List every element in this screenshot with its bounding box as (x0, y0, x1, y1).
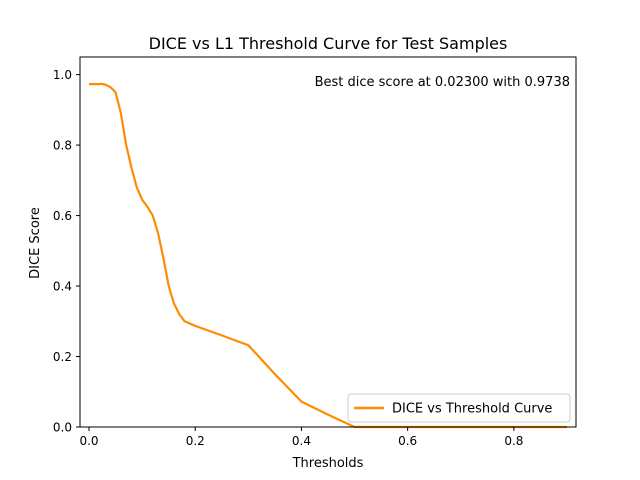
x-tick-label: 0.6 (398, 434, 417, 448)
chart-title: DICE vs L1 Threshold Curve for Test Samp… (149, 34, 508, 53)
y-tick-label: 0.0 (53, 421, 72, 435)
legend: DICE vs Threshold Curve (347, 393, 571, 423)
y-tick-label: 0.2 (53, 350, 72, 364)
y-tick-label: 0.4 (53, 280, 72, 294)
y-tick-label: 0.8 (53, 139, 72, 153)
best-score-annotation: Best dice score at 0.02300 with 0.9738 (315, 75, 570, 90)
y-axis-label: DICE Score (28, 207, 43, 279)
ticks-group: 0.0 0.2 0.4 0.6 0.8 0.0 0.2 0.4 0.6 0.8 1.0 (53, 68, 524, 448)
legend-box (347, 393, 571, 423)
legend-label: DICE vs Threshold Curve (392, 402, 552, 417)
x-axis-label: Thresholds (292, 456, 364, 471)
series-group (89, 82, 567, 429)
y-tick-label: 0.6 (53, 209, 72, 223)
series-line-0 (89, 82, 567, 429)
axes-frame (79, 56, 577, 428)
x-tick-label: 0.2 (186, 434, 205, 448)
y-tick-label: 1.0 (53, 68, 72, 82)
x-tick-label: 0.4 (292, 434, 311, 448)
x-tick-label: 0.8 (504, 434, 523, 448)
x-tick-label: 0.0 (79, 434, 98, 448)
